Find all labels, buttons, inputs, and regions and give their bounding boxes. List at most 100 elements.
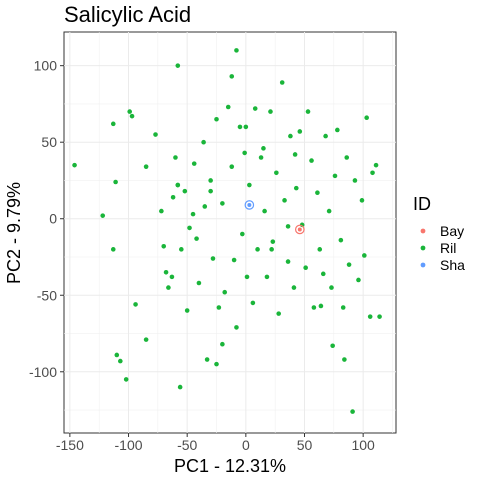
point-ril bbox=[72, 162, 77, 168]
point-ril bbox=[118, 358, 123, 364]
point-ril bbox=[201, 139, 206, 145]
point-ril bbox=[323, 133, 328, 139]
point-ril bbox=[143, 337, 149, 342]
point-ril bbox=[143, 164, 149, 169]
point-ril bbox=[276, 311, 281, 316]
point-ril bbox=[229, 74, 235, 79]
point-ril bbox=[252, 106, 258, 111]
x-tick-label: 100 bbox=[351, 437, 375, 453]
y-tick-label: -100 bbox=[29, 364, 57, 380]
point-ril bbox=[332, 173, 338, 179]
point-ril bbox=[315, 190, 320, 196]
point-ril bbox=[208, 188, 213, 194]
point-ril bbox=[169, 274, 175, 280]
point-ril bbox=[194, 236, 199, 241]
point-ril bbox=[342, 357, 347, 362]
point-ril bbox=[317, 247, 323, 252]
point-ril bbox=[187, 225, 192, 231]
point-ril bbox=[190, 211, 196, 217]
point-ril bbox=[352, 178, 358, 183]
point-ril bbox=[208, 178, 213, 183]
legend-key-ril bbox=[420, 245, 426, 251]
x-tick-label: -150 bbox=[56, 437, 84, 453]
point-ril bbox=[311, 305, 317, 310]
point-ril bbox=[133, 302, 138, 307]
point-ril bbox=[110, 247, 116, 252]
point-ril bbox=[373, 162, 379, 168]
point-ril bbox=[159, 208, 164, 214]
x-tick-label: -50 bbox=[177, 437, 197, 453]
point-ril bbox=[329, 285, 334, 290]
point-ril bbox=[350, 409, 355, 414]
legend-label-sha: Sha bbox=[440, 257, 465, 273]
point-ril bbox=[110, 121, 116, 127]
point-ril bbox=[367, 314, 373, 319]
point-ril bbox=[179, 247, 184, 252]
point-ril bbox=[338, 237, 344, 243]
point-ril bbox=[309, 158, 314, 163]
y-axis-title: PC2 - 9.79% bbox=[4, 182, 24, 284]
point-ril bbox=[214, 361, 219, 367]
point-ril bbox=[127, 109, 132, 114]
point-ril bbox=[258, 155, 264, 160]
point-ril bbox=[216, 305, 222, 310]
y-tick-label: -50 bbox=[37, 287, 57, 303]
point-ril bbox=[229, 164, 235, 169]
point-ril bbox=[220, 341, 225, 347]
x-axis-title: PC1 - 12.31% bbox=[174, 456, 286, 476]
point-ril bbox=[318, 303, 324, 309]
point-ril bbox=[346, 262, 352, 267]
legend-label-bay: Bay bbox=[440, 223, 464, 239]
point-ril bbox=[282, 198, 287, 203]
point-ril bbox=[274, 170, 279, 176]
point-ril bbox=[237, 124, 243, 130]
point-ril bbox=[114, 352, 120, 358]
y-tick-label: 0 bbox=[49, 211, 57, 227]
grid-lines bbox=[64, 32, 396, 433]
point-ril bbox=[356, 277, 361, 283]
point-ril bbox=[163, 269, 169, 275]
point-ril bbox=[170, 194, 176, 200]
x-tick-label: -100 bbox=[115, 437, 143, 453]
axis-ticks: -150 -100 -50 0 50 100 -100 -50 0 50 100 bbox=[29, 58, 375, 453]
point-sha bbox=[247, 202, 252, 207]
point-ril bbox=[202, 204, 208, 209]
point-ril bbox=[175, 63, 181, 68]
y-tick-label: 50 bbox=[41, 134, 57, 150]
point-ril bbox=[222, 289, 228, 295]
point-ril bbox=[250, 300, 256, 306]
point-ril bbox=[173, 155, 178, 160]
point-ril bbox=[303, 265, 308, 271]
point-ril bbox=[129, 113, 135, 119]
point-ril bbox=[335, 127, 340, 133]
point-ril bbox=[359, 198, 365, 203]
point-ril bbox=[210, 256, 216, 261]
point-ril bbox=[326, 208, 332, 214]
legend-key-sha bbox=[420, 262, 426, 268]
point-ril bbox=[243, 124, 249, 130]
point-ril bbox=[270, 239, 276, 244]
point-ril bbox=[231, 257, 237, 263]
point-ril bbox=[299, 222, 305, 228]
point-ril bbox=[255, 247, 260, 252]
point-ril bbox=[247, 182, 252, 188]
point-ril bbox=[279, 80, 285, 85]
point-ril bbox=[242, 150, 247, 156]
point-bay bbox=[297, 227, 302, 232]
point-ril bbox=[305, 109, 311, 114]
point-ril bbox=[166, 285, 171, 290]
point-ril bbox=[196, 280, 202, 286]
legend-title: ID bbox=[413, 194, 431, 214]
point-ril bbox=[177, 384, 183, 390]
point-ril bbox=[370, 170, 375, 176]
point-ril bbox=[234, 325, 239, 330]
plot-panel bbox=[63, 31, 397, 434]
point-ril bbox=[268, 109, 273, 114]
point-ril bbox=[264, 274, 270, 280]
chart-title: Salicylic Acid bbox=[64, 2, 191, 27]
point-ril bbox=[100, 213, 106, 218]
point-ril bbox=[285, 259, 291, 264]
point-sha-ring bbox=[244, 200, 255, 210]
point-ril bbox=[285, 224, 291, 229]
